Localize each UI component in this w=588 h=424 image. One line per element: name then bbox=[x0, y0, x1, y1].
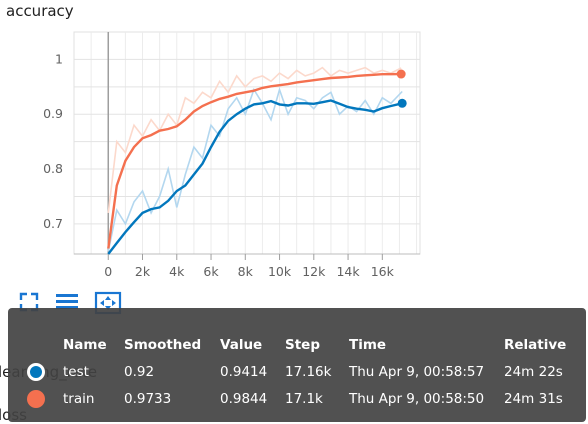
row-smoothed: 0.92 bbox=[124, 363, 155, 380]
tooltip-table: Name Smoothed Value Step Time Relative t… bbox=[8, 332, 574, 412]
data-table-icon[interactable] bbox=[55, 291, 81, 315]
x-tick-label: 14k bbox=[336, 264, 360, 279]
row-time: Thu Apr 9, 00:58:57 bbox=[349, 363, 485, 380]
tooltip-header-row: Name Smoothed Value Step Time Relative bbox=[8, 332, 574, 358]
swatch-column-header bbox=[8, 332, 63, 358]
smoothed-line-test bbox=[107, 99, 403, 255]
series-color-swatch bbox=[27, 389, 45, 408]
hover-point-train bbox=[396, 69, 406, 79]
header-name: Name bbox=[63, 337, 107, 353]
header-step: Step bbox=[285, 337, 320, 353]
row-value: 0.9414 bbox=[220, 363, 268, 380]
row-time: Thu Apr 9, 00:58:50 bbox=[349, 390, 485, 407]
smoothed-line-train bbox=[107, 72, 402, 249]
header-value: Value bbox=[220, 337, 263, 353]
chart-title: accuracy bbox=[6, 2, 74, 20]
x-tick-label: 6k bbox=[203, 264, 219, 279]
row-relative: 24m 22s bbox=[504, 363, 563, 380]
table-row: train 0.9733 0.9844 17.1k Thu Apr 9, 00:… bbox=[8, 385, 574, 412]
y-tick-label: 1 bbox=[55, 51, 63, 66]
fullscreen-icon[interactable] bbox=[18, 291, 44, 315]
row-relative: 24m 31s bbox=[504, 390, 563, 407]
header-relative: Relative bbox=[504, 337, 567, 353]
row-smoothed: 0.9733 bbox=[124, 390, 172, 407]
x-tick-label: 0 bbox=[104, 264, 112, 279]
row-step: 17.16k bbox=[285, 363, 332, 380]
x-tick-label: 16k bbox=[371, 264, 395, 279]
x-tick-label: 2k bbox=[135, 264, 151, 279]
series-swatch-cell bbox=[8, 385, 63, 412]
smoothed-series bbox=[107, 69, 407, 255]
hover-tooltip: Name Smoothed Value Step Time Relative t… bbox=[8, 308, 586, 422]
y-tick-label: 0.8 bbox=[43, 161, 63, 176]
header-time: Time bbox=[349, 337, 387, 353]
x-tick-label: 12k bbox=[302, 264, 326, 279]
row-name: train bbox=[63, 390, 95, 407]
accuracy-chart[interactable]: 0 2k 4k 6k 8k 10k 12k 14k 16k 0.7 0.8 0.9 1 bbox=[0, 0, 588, 290]
y-tick-label: 0.7 bbox=[43, 216, 63, 231]
x-tick-label: 8k bbox=[238, 264, 254, 279]
hover-point-test bbox=[397, 98, 407, 108]
chart-axes bbox=[74, 32, 420, 260]
row-value: 0.9844 bbox=[220, 390, 268, 407]
series-color-swatch bbox=[27, 362, 45, 381]
table-row: test 0.92 0.9414 17.16k Thu Apr 9, 00:58… bbox=[8, 358, 574, 385]
series-swatch-cell bbox=[8, 358, 63, 385]
header-smoothed: Smoothed bbox=[124, 337, 202, 353]
tick-labels: 0 2k 4k 6k 8k 10k 12k 14k 16k 0.7 0.8 0.9 1 bbox=[43, 51, 395, 279]
row-step: 17.1k bbox=[285, 390, 323, 407]
x-tick-label: 10k bbox=[268, 264, 292, 279]
chart-grid bbox=[73, 31, 421, 255]
y-tick-label: 0.9 bbox=[43, 106, 63, 121]
row-name: test bbox=[63, 363, 89, 380]
raw-line-train bbox=[107, 66, 402, 213]
x-tick-label: 4k bbox=[169, 264, 185, 279]
